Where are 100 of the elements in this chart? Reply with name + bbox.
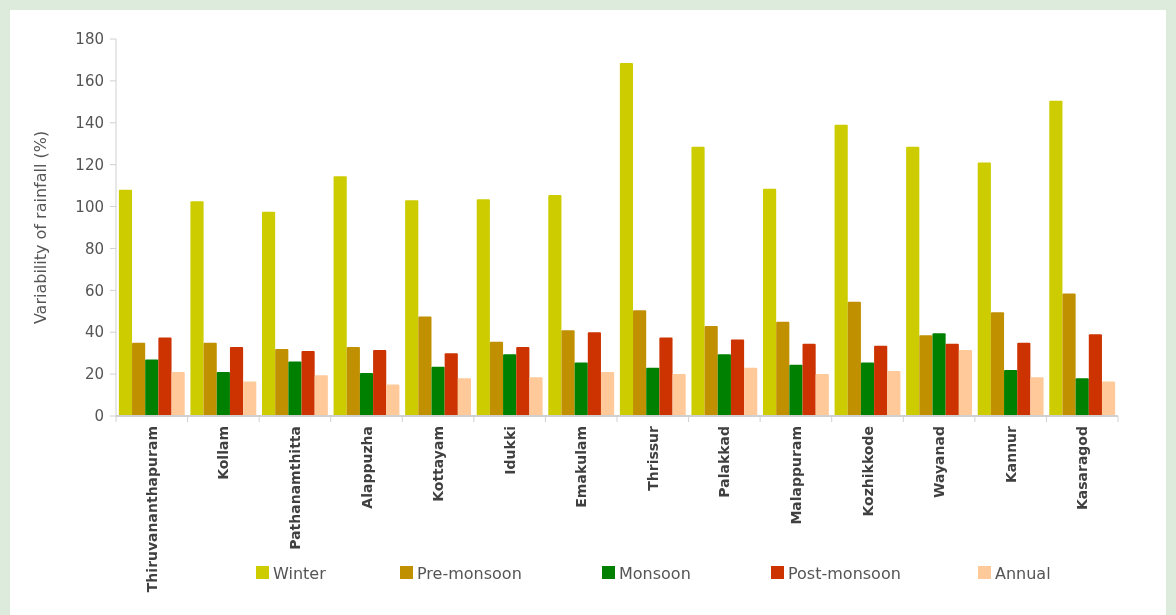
bar bbox=[600, 372, 615, 416]
x-tick-label: Kottayam bbox=[430, 426, 447, 502]
bar bbox=[476, 199, 490, 416]
bar bbox=[977, 162, 991, 416]
x-tick-label: Kannur bbox=[1002, 425, 1019, 484]
y-tick-label: 0 bbox=[94, 407, 104, 426]
x-tick-label: Thiruvananthapuram bbox=[143, 426, 160, 593]
x-tick-label: Idukki bbox=[501, 426, 518, 475]
bar bbox=[789, 364, 803, 416]
bar bbox=[672, 374, 686, 416]
legend-label: Pre-monsoon bbox=[417, 563, 522, 583]
bar bbox=[860, 362, 875, 416]
bar bbox=[744, 367, 758, 416]
bar bbox=[1017, 342, 1031, 416]
bar bbox=[346, 346, 360, 416]
bar bbox=[847, 301, 861, 416]
bar bbox=[932, 333, 946, 416]
bar bbox=[834, 124, 848, 416]
bar bbox=[1101, 381, 1116, 416]
bar bbox=[516, 346, 530, 416]
bar bbox=[717, 354, 731, 416]
bar bbox=[587, 332, 601, 416]
bar bbox=[802, 343, 816, 416]
bar bbox=[373, 350, 387, 416]
x-tick-label: Alappuzha bbox=[358, 426, 375, 509]
y-tick-label: 180 bbox=[75, 30, 104, 49]
bar bbox=[763, 188, 777, 416]
bar bbox=[145, 359, 159, 416]
bar bbox=[906, 146, 920, 416]
bar bbox=[529, 377, 543, 416]
bar bbox=[262, 211, 276, 416]
bar bbox=[444, 353, 458, 416]
bar bbox=[405, 200, 419, 416]
x-tick-label: Malappuram bbox=[787, 426, 804, 525]
y-tick-label: 100 bbox=[75, 197, 104, 216]
bar bbox=[457, 378, 471, 416]
bar bbox=[945, 343, 959, 416]
bar bbox=[386, 384, 400, 416]
bar bbox=[333, 176, 347, 416]
bar bbox=[418, 316, 432, 416]
bar bbox=[619, 63, 634, 416]
x-tick-label: Emakulam bbox=[573, 426, 590, 508]
bar bbox=[503, 354, 517, 416]
y-tick-label: 80 bbox=[84, 239, 104, 258]
bar bbox=[1088, 334, 1102, 416]
bar bbox=[1075, 378, 1089, 416]
bar bbox=[203, 342, 217, 416]
legend-label: Annual bbox=[995, 563, 1051, 583]
bar bbox=[887, 370, 901, 416]
bar bbox=[1030, 377, 1044, 416]
bar bbox=[730, 339, 745, 416]
bar bbox=[1049, 100, 1063, 416]
bar bbox=[431, 366, 445, 416]
bar bbox=[874, 345, 888, 416]
y-tick-label: 40 bbox=[84, 323, 104, 342]
y-tick-label: 140 bbox=[75, 114, 104, 133]
bar bbox=[216, 372, 230, 416]
bar bbox=[704, 325, 718, 416]
bar bbox=[990, 312, 1005, 416]
bar bbox=[958, 350, 972, 416]
bar bbox=[229, 346, 244, 416]
y-tick-label: 120 bbox=[75, 155, 104, 174]
bar bbox=[359, 373, 374, 416]
bar bbox=[190, 201, 204, 416]
legend-label: Post-monsoon bbox=[788, 563, 901, 583]
x-tick-label: Kozhikkode bbox=[859, 426, 876, 517]
bar bbox=[659, 337, 673, 416]
bar bbox=[574, 362, 588, 416]
legend-label: Winter bbox=[273, 563, 327, 583]
bar bbox=[132, 342, 146, 416]
bar bbox=[158, 337, 172, 416]
bar bbox=[171, 372, 185, 416]
bar bbox=[548, 195, 562, 416]
bar bbox=[1004, 369, 1018, 416]
bar bbox=[288, 361, 302, 416]
x-tick-label: Pathanamthitta bbox=[286, 426, 303, 550]
bar bbox=[776, 321, 790, 416]
x-tick-label: Wayanad bbox=[931, 426, 948, 498]
bar bbox=[314, 375, 328, 416]
y-tick-label: 20 bbox=[84, 365, 104, 384]
y-axis-title: Variability of rainfall (%) bbox=[31, 130, 50, 325]
y-tick-label: 60 bbox=[84, 281, 104, 300]
x-tick-label: Kasaragod bbox=[1074, 426, 1091, 511]
bar bbox=[633, 310, 647, 416]
bar bbox=[815, 374, 829, 416]
bar bbox=[118, 189, 133, 416]
x-tick-label: Kollam bbox=[215, 426, 232, 480]
bar bbox=[243, 381, 257, 416]
bar bbox=[301, 351, 315, 416]
x-tick-label: Palakkad bbox=[716, 426, 733, 498]
bar bbox=[691, 146, 705, 416]
bar bbox=[275, 348, 289, 416]
x-tick-label: Thrissur bbox=[644, 425, 661, 491]
y-tick-label: 160 bbox=[75, 72, 104, 91]
bar bbox=[489, 341, 504, 416]
bar bbox=[561, 330, 575, 416]
legend-label: Monsoon bbox=[619, 563, 691, 583]
bar bbox=[1062, 293, 1076, 416]
bar bbox=[919, 335, 933, 416]
bar bbox=[646, 367, 660, 416]
